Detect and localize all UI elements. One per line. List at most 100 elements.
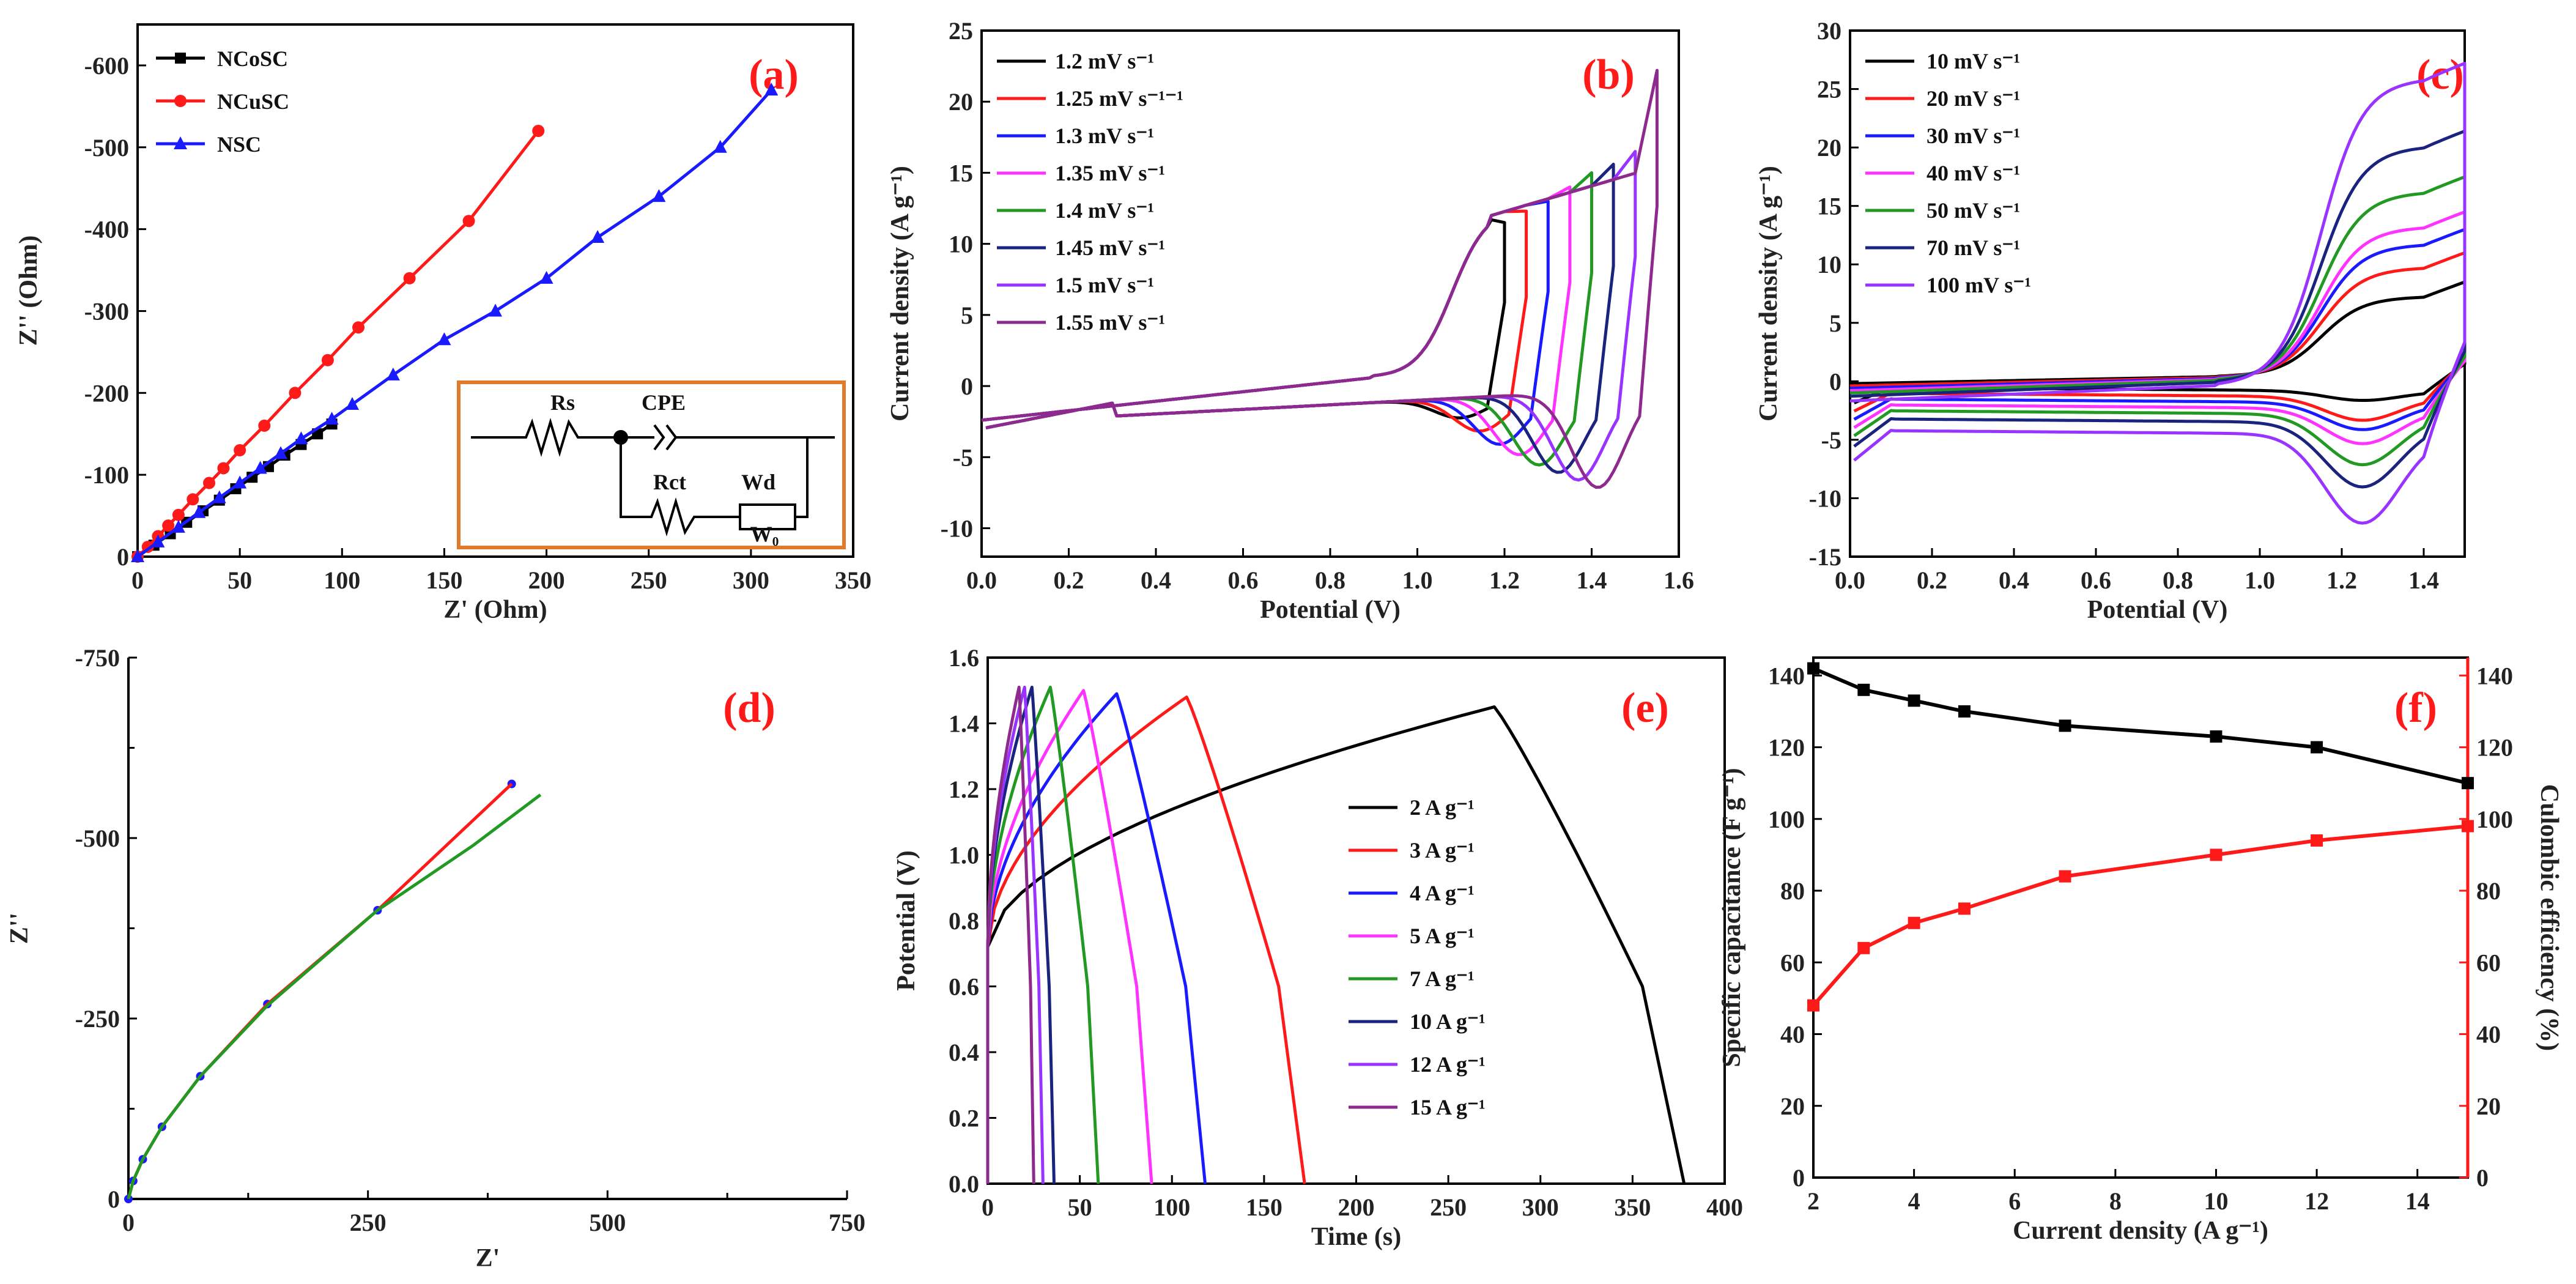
x-axis-label: Potential (V) xyxy=(2087,596,2228,624)
x-tick-label: 4 xyxy=(1908,1187,1920,1215)
x-tick-label: 0.6 xyxy=(2081,566,2111,594)
series-line-ncusc xyxy=(136,130,540,558)
x-tick-label: 200 xyxy=(1338,1193,1375,1221)
right-y-tick-label: 60 xyxy=(2476,949,2501,976)
legend-label: 2 A g⁻¹ xyxy=(1410,795,1475,820)
data-point-square xyxy=(1807,662,1819,675)
right-y-tick-label: 40 xyxy=(2476,1021,2501,1048)
x-tick-label: 350 xyxy=(1614,1193,1651,1221)
data-point-triangle xyxy=(346,397,359,410)
x-tick-label: 100 xyxy=(324,566,360,594)
y-axis-label: Current density (A g⁻¹) xyxy=(886,166,914,421)
right-y-tick-label: 120 xyxy=(2476,734,2513,762)
y-tick-label: -10 xyxy=(1809,484,1841,512)
data-point-square xyxy=(1908,916,1920,929)
data-point-triangle xyxy=(325,412,339,425)
panel-tag: (d) xyxy=(723,685,775,732)
data-point-square xyxy=(1958,902,1971,915)
y-tick-label: -600 xyxy=(84,52,129,80)
legend-label: 1.55 mV s⁻¹ xyxy=(1055,310,1165,335)
data-point-triangle xyxy=(294,431,308,445)
x-tick-label: 0.2 xyxy=(1917,566,1947,594)
data-point-circle xyxy=(162,519,175,532)
data-point-square xyxy=(2462,777,2474,790)
legend-label: 5 A g⁻¹ xyxy=(1410,924,1475,948)
circuit-label: Rct xyxy=(653,470,686,494)
y-tick-label: 80 xyxy=(1780,877,1805,905)
legend-label: 1.25 mV s⁻¹⁻¹ xyxy=(1055,86,1183,111)
x-tick-label: 0.0 xyxy=(1835,566,1865,594)
legend-label: 12 A g⁻¹ xyxy=(1410,1052,1486,1077)
circuit-label: W₀ xyxy=(750,522,779,546)
panel-tag: (b) xyxy=(1582,51,1635,98)
nyquist-curve xyxy=(127,783,513,1200)
data-point-square xyxy=(2311,834,2323,847)
y-axis-label: Potential (V) xyxy=(892,850,920,991)
y-tick-label: 100 xyxy=(1768,806,1805,833)
y-tick-label: 10 xyxy=(1817,251,1841,278)
x-axis-label: Z' (Ohm) xyxy=(443,596,547,624)
x-tick-label: 150 xyxy=(1246,1193,1282,1221)
legend-label: 50 mV s⁻¹ xyxy=(1926,198,2020,223)
y-tick-label: 30 xyxy=(1817,17,1841,45)
y-tick-label: -500 xyxy=(84,134,129,161)
legend-label: 10 A g⁻¹ xyxy=(1410,1009,1486,1034)
panel-d: 0 250 500 750 0 -250 -500 -750 Z' Z'' (d) xyxy=(6,644,865,1272)
y-tick-label: 60 xyxy=(1780,949,1805,976)
y-tick-label: 0.6 xyxy=(949,973,979,1001)
right-y-axis-label: Culombic efficiency (%) xyxy=(2535,784,2563,1051)
legend-label: 1.35 mV s⁻¹ xyxy=(1055,161,1165,185)
legend-label: 100 mV s⁻¹ xyxy=(1926,273,2031,297)
x-tick-label: 0.4 xyxy=(1141,566,1171,594)
data-point-triangle xyxy=(652,189,666,202)
legend-label: 1.2 mV s⁻¹ xyxy=(1055,49,1154,73)
gcd-curve xyxy=(986,692,1207,1184)
y-tick-label: 0.0 xyxy=(949,1170,979,1198)
x-tick-label: 50 xyxy=(1068,1193,1092,1221)
data-point-circle xyxy=(234,444,246,456)
x-tick-label: 150 xyxy=(426,566,462,594)
data-point-triangle xyxy=(591,230,605,243)
x-tick-label: 1.6 xyxy=(1664,566,1694,594)
y-tick-label: 0.4 xyxy=(949,1039,979,1066)
circuit-label: Rs xyxy=(550,390,575,415)
x-axis-label: Current density (A g⁻¹) xyxy=(2013,1217,2268,1245)
y-axis-label: Specific capacitance (F g⁻¹) xyxy=(1718,768,1746,1067)
y-tick-label: -10 xyxy=(941,515,973,543)
nyquist-curve xyxy=(127,782,513,1200)
data-point-square xyxy=(2059,870,2071,883)
y-tick-label: 0.2 xyxy=(949,1105,979,1132)
y-tick-label: 0 xyxy=(961,373,973,400)
y-tick-label: 20 xyxy=(949,88,973,116)
y-tick-label: 0 xyxy=(1829,368,1841,395)
y-tick-label: 25 xyxy=(1817,76,1841,103)
y-axis-label: Z'' (Ohm) xyxy=(15,236,43,346)
y-tick-label: -5 xyxy=(1821,426,1841,454)
data-point-triangle xyxy=(437,332,451,346)
x-tick-label: 250 xyxy=(631,566,667,594)
data-point-circle xyxy=(258,419,271,432)
data-point-triangle xyxy=(274,446,287,459)
data-point-triangle xyxy=(253,461,267,474)
legend-label: 1.3 mV s⁻¹ xyxy=(1055,124,1154,148)
y-tick-label: 0.8 xyxy=(949,907,979,935)
data-point-circle xyxy=(462,215,475,228)
equivalent-circuit-inset: Rs CPE Rct Wd W₀ xyxy=(457,380,846,549)
panel-e: 0 50 100 150 200 250 300 350 400 0.0 0.2 0.4 0.6 0.8 1… xyxy=(892,644,1743,1251)
data-point-circle xyxy=(172,508,185,521)
x-tick-label: 400 xyxy=(1706,1193,1743,1221)
legend-label: NCoSC xyxy=(217,46,288,71)
legend-label: NSC xyxy=(217,132,261,157)
circuit-label: Wd xyxy=(741,470,775,494)
cv-curve xyxy=(981,69,1659,489)
data-point-circle xyxy=(532,125,545,137)
x-tick-label: 1.0 xyxy=(2245,566,2275,594)
y-tick-label: 20 xyxy=(1780,1093,1805,1120)
y-tick-label: 0 xyxy=(117,543,129,571)
y-tick-label: -100 xyxy=(84,461,129,489)
series-line xyxy=(1812,666,2468,785)
x-tick-label: 0 xyxy=(122,1209,135,1236)
gcd-curve xyxy=(986,689,1153,1184)
y-tick-label: 0 xyxy=(108,1186,120,1213)
x-tick-label: 250 xyxy=(350,1209,387,1236)
